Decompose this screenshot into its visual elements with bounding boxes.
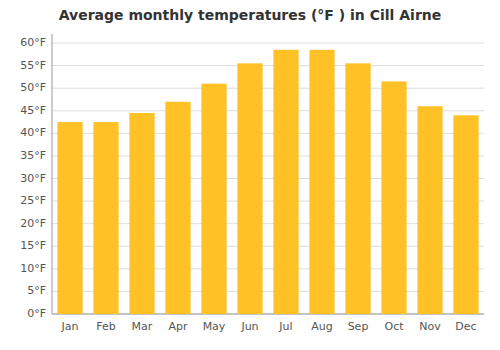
title: Average monthly temperatures (°F ) in Ci… (59, 7, 442, 23)
x-tick-label: Aug (311, 320, 332, 333)
y-tick-label: 0°F (27, 307, 46, 320)
x-tick-label: Jul (278, 320, 292, 333)
y-tick-label: 55°F (20, 59, 46, 72)
bar (129, 113, 154, 314)
x-tick-label: Jan (61, 320, 79, 333)
x-tick-label: Feb (96, 320, 115, 333)
bar (57, 122, 82, 314)
bar (165, 102, 190, 314)
grid-line (52, 88, 484, 89)
bar (237, 63, 262, 314)
y-axis-line (52, 34, 53, 314)
y-tick-label: 35°F (20, 149, 46, 162)
bar (381, 81, 406, 314)
x-tick-label: Sep (348, 320, 369, 333)
y-tick-label: 5°F (27, 284, 46, 297)
bar (93, 122, 118, 314)
x-tick-label: May (203, 320, 226, 333)
y-ticks: 0°F 5°F 10°F 15°F 20°F 25°F 30°F 35°F 40°F 45°F 50… (20, 36, 46, 320)
x-ticks: Jan Feb Mar Apr May Jun Jul Aug Sep Oct Nov Dec (61, 320, 477, 333)
bar (309, 50, 334, 314)
bar (453, 115, 478, 314)
grid-line (52, 65, 484, 66)
y-tick-label: 10°F (20, 262, 46, 275)
bar (345, 63, 370, 314)
y-tick-label: 60°F (20, 36, 46, 49)
chart-container: 0°F 5°F 10°F 15°F 20°F 25°F 30°F 35°F 40°F 45°F 50… (0, 0, 500, 350)
chart: 0°F 5°F 10°F 15°F 20°F 25°F 30°F 35°F 40°F 45°F 50… (0, 0, 500, 350)
bars (57, 50, 478, 314)
y-tick-label: 40°F (20, 126, 46, 139)
x-tick-label: Mar (132, 320, 153, 333)
bar (201, 84, 226, 314)
grid (52, 43, 484, 314)
x-tick-label: Dec (455, 320, 476, 333)
bar (417, 106, 442, 314)
x-tick-label: Oct (384, 320, 404, 333)
y-tick-label: 30°F (20, 172, 46, 185)
y-tick-label: 25°F (20, 194, 46, 207)
x-tick-label: Apr (168, 320, 188, 333)
y-tick-label: 20°F (20, 217, 46, 230)
y-tick-label: 50°F (20, 81, 46, 94)
y-tick-label: 15°F (20, 239, 46, 252)
x-tick-label: Jun (240, 320, 258, 333)
bar (273, 50, 298, 314)
y-tick-label: 45°F (20, 104, 46, 117)
x-tick-label: Nov (419, 320, 441, 333)
grid-line (52, 43, 484, 44)
